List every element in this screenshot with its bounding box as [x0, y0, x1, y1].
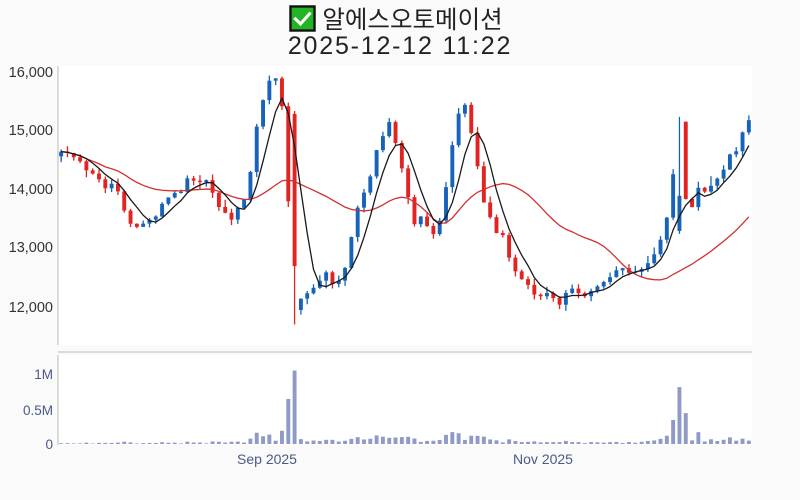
svg-text:14,000: 14,000: [9, 182, 53, 198]
svg-text:Nov 2025: Nov 2025: [513, 451, 573, 467]
svg-text:16,000: 16,000: [9, 65, 53, 81]
svg-text:0: 0: [45, 437, 53, 452]
svg-text:1M: 1M: [34, 367, 53, 382]
svg-text:15,000: 15,000: [9, 123, 53, 139]
svg-text:13,000: 13,000: [9, 240, 53, 256]
svg-text:Sep 2025: Sep 2025: [237, 451, 297, 467]
svg-text:12,000: 12,000: [9, 300, 53, 316]
svg-text:0.5M: 0.5M: [23, 403, 53, 418]
